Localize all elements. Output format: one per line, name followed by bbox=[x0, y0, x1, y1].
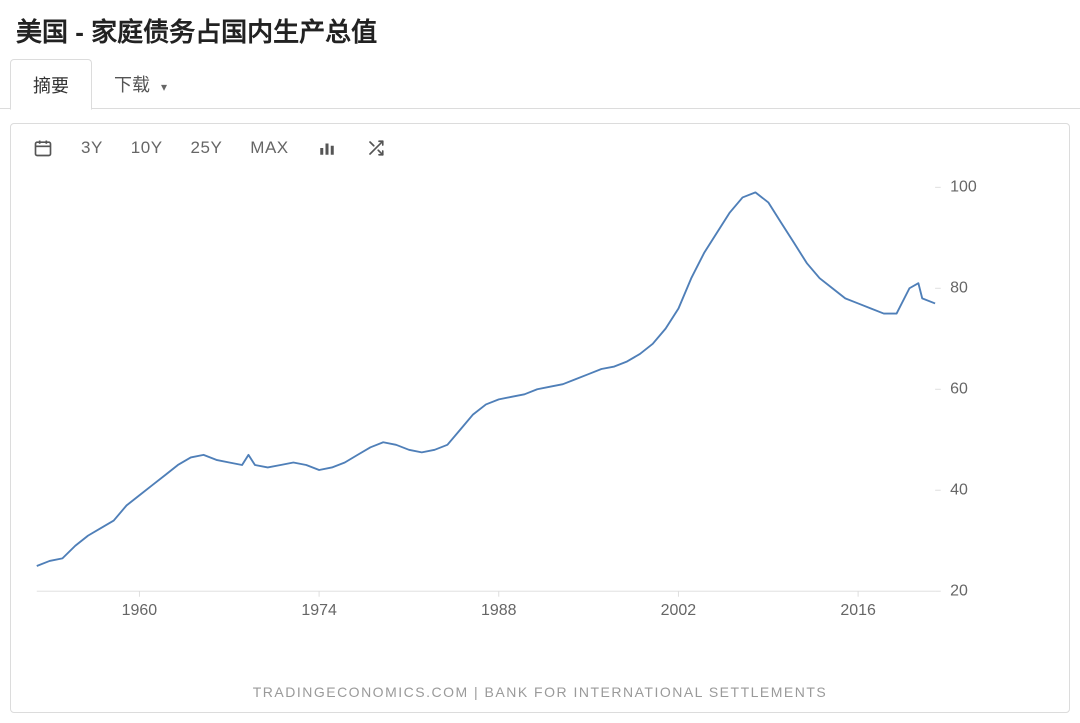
range-10y-button[interactable]: 10Y bbox=[131, 138, 163, 158]
svg-text:40: 40 bbox=[950, 481, 968, 498]
svg-text:80: 80 bbox=[950, 280, 968, 297]
tab-download-label: 下载 bbox=[114, 75, 150, 95]
range-3y-button[interactable]: 3Y bbox=[81, 138, 103, 158]
shuffle-icon[interactable] bbox=[365, 139, 387, 157]
svg-text:1988: 1988 bbox=[481, 602, 517, 619]
chart-toolbar: 3Y 10Y 25Y MAX bbox=[11, 124, 1069, 168]
tab-summary[interactable]: 摘要 bbox=[10, 59, 92, 110]
svg-text:2002: 2002 bbox=[661, 602, 697, 619]
svg-text:1974: 1974 bbox=[301, 602, 337, 619]
chart-svg: 20 40 60 80 100 1960 1974 1988 2002 2016 bbox=[33, 168, 999, 628]
svg-text:100: 100 bbox=[950, 179, 977, 196]
chart-plot-area: 20 40 60 80 100 1960 1974 1988 2002 2016 bbox=[11, 168, 1069, 678]
tab-download[interactable]: 下载 ▾ bbox=[92, 59, 189, 108]
chart-attribution: TRADINGECONOMICS.COM | BANK FOR INTERNAT… bbox=[11, 678, 1069, 712]
svg-text:20: 20 bbox=[950, 582, 968, 599]
svg-text:2016: 2016 bbox=[840, 602, 876, 619]
chart-container: 3Y 10Y 25Y MAX 2040608010019601974198820… bbox=[10, 123, 1070, 713]
range-max-button[interactable]: MAX bbox=[250, 138, 288, 158]
range-25y-button[interactable]: 25Y bbox=[191, 138, 223, 158]
page-title: 美国 - 家庭债务占国内生产总值 bbox=[0, 0, 1080, 59]
svg-text:1960: 1960 bbox=[122, 602, 158, 619]
svg-text:60: 60 bbox=[950, 381, 968, 398]
tabs-bar: 摘要 下载 ▾ bbox=[0, 59, 1080, 109]
bar-chart-icon[interactable] bbox=[317, 139, 337, 157]
chevron-down-icon: ▾ bbox=[161, 80, 167, 94]
calendar-icon[interactable] bbox=[33, 138, 53, 158]
